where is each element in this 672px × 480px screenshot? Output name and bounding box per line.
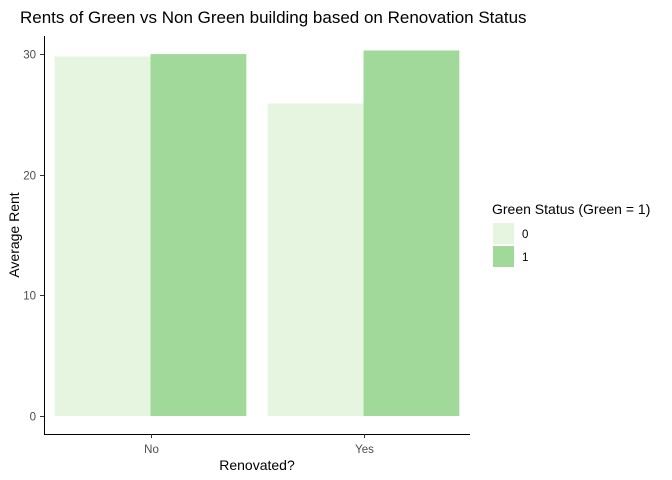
x-tick-label: Yes bbox=[355, 444, 374, 456]
y-axis-title: Average Rent bbox=[6, 192, 22, 277]
bar-yes-series-0 bbox=[267, 103, 364, 416]
y-tick-label: 0 bbox=[30, 412, 36, 424]
legend-items: 01 bbox=[493, 223, 528, 267]
legend-title: Green Status (Green = 1) bbox=[492, 201, 650, 217]
bar-no-series-0 bbox=[54, 56, 151, 416]
y-tick-label: 20 bbox=[23, 171, 36, 183]
legend-label-1: 1 bbox=[522, 252, 528, 264]
legend: Green Status (Green = 1) 01 bbox=[492, 201, 650, 267]
legend-key-1 bbox=[493, 246, 514, 267]
bar-no-series-1 bbox=[150, 54, 247, 416]
x-axis-title: Renovated? bbox=[219, 457, 295, 473]
y-tick-label: 30 bbox=[23, 50, 36, 62]
y-tick-label: 10 bbox=[23, 291, 36, 303]
y-ticks: 0 10 20 30 bbox=[23, 50, 44, 424]
bars bbox=[54, 50, 460, 416]
legend-key-0 bbox=[493, 223, 514, 244]
legend-label-0: 0 bbox=[522, 229, 528, 241]
x-ticks: No Yes bbox=[144, 434, 374, 456]
bar-yes-series-1 bbox=[363, 50, 460, 416]
chart-title: Rents of Green vs Non Green building bas… bbox=[20, 8, 527, 27]
x-tick-label: No bbox=[144, 444, 159, 456]
